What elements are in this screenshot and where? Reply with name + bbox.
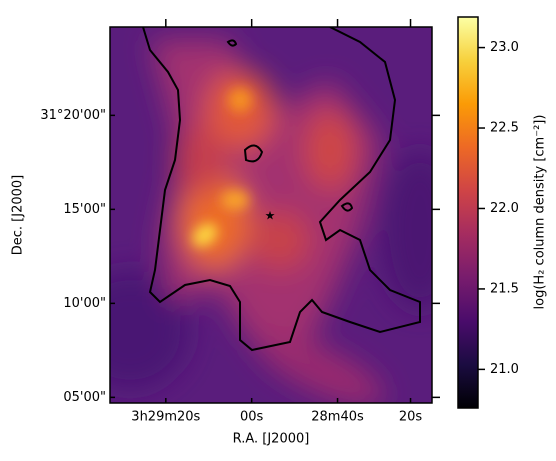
colorbar-tick-label: 22.0 — [490, 201, 519, 216]
y-tick-label: 05'00" — [63, 390, 106, 405]
x-tick-label: 28m40s — [311, 410, 364, 425]
y-tick-label: 15'00" — [63, 202, 106, 217]
colorbar-tick-label: 21.0 — [490, 362, 519, 377]
x-tick-label: 20s — [399, 410, 423, 425]
colorbar — [457, 16, 479, 409]
y-tick-label: 31°20'00" — [40, 108, 106, 123]
x-tick-label: 3h29m20s — [131, 410, 200, 425]
x-tick-label: 00s — [240, 410, 264, 425]
y-tick-label: 10'00" — [63, 296, 106, 311]
colorbar-tick-label: 23.0 — [490, 40, 519, 55]
colorbar-tick-label: 21.5 — [490, 281, 519, 296]
colorbar-label: log(H₂ column density [cm⁻²]) — [533, 115, 548, 310]
x-axis-label: R.A. [J2000] — [233, 432, 310, 447]
heatmap — [110, 27, 432, 403]
plot-frame — [109, 26, 433, 404]
star-marker: ★ — [265, 209, 276, 223]
colorbar-tick-label: 22.5 — [490, 121, 519, 136]
y-axis-label: Dec. [J2000] — [11, 175, 26, 255]
